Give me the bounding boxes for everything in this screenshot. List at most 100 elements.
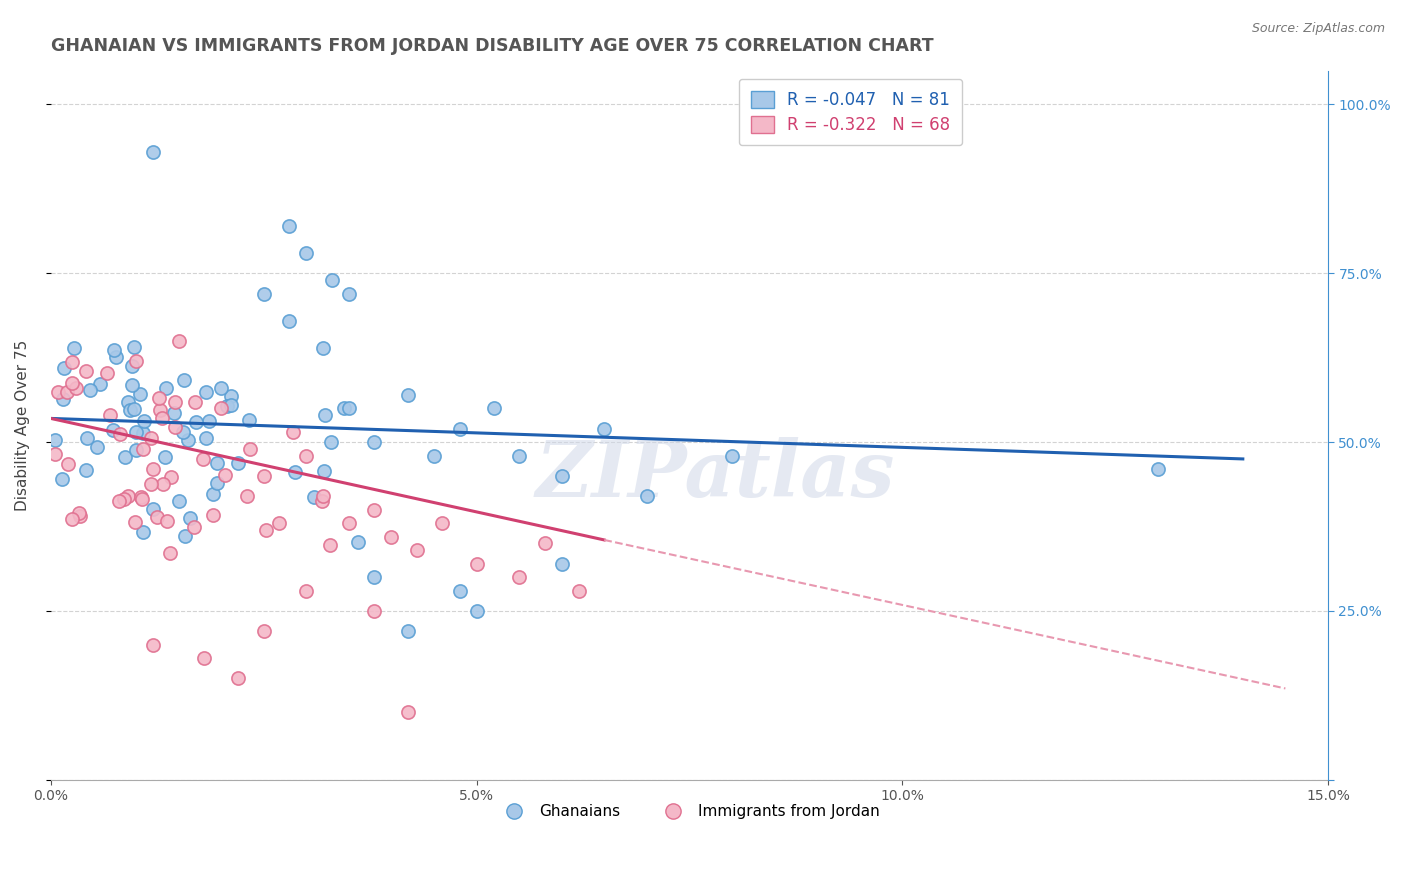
Point (76, 431, 98, 445)
Point (253, 624, 276, 638)
Point (283, 466, 305, 480)
Point (98, 409, 121, 423)
Point (312, 489, 335, 503)
Point (508, 449, 530, 463)
Point (69, 506, 91, 520)
Point (121, 377, 143, 392)
Point (568, 583, 591, 598)
Point (51, 472, 73, 486)
Point (363, 604, 385, 618)
Point (406, 543, 429, 558)
Point (184, 415, 207, 429)
Text: Source: ZipAtlas.com: Source: ZipAtlas.com (1251, 22, 1385, 36)
Point (150, 411, 173, 425)
Point (184, 395, 207, 409)
Point (226, 671, 249, 685)
Point (176, 433, 198, 447)
Point (142, 462, 165, 476)
Point (201, 508, 224, 522)
Text: ZIPatlas: ZIPatlas (536, 436, 894, 513)
Point (278, 313, 301, 327)
Point (125, 354, 148, 368)
Point (314, 408, 336, 422)
Point (56, 458, 79, 472)
Point (482, 401, 505, 416)
Point (112, 491, 135, 506)
Point (124, 515, 146, 529)
Point (226, 456, 249, 470)
Point (149, 403, 172, 417)
Point (104, 350, 127, 364)
Point (238, 413, 260, 427)
Point (346, 535, 368, 549)
Point (319, 538, 342, 552)
Point (167, 493, 190, 508)
Point (122, 401, 145, 416)
Point (131, 442, 153, 456)
Point (221, 388, 243, 402)
Point (167, 334, 190, 348)
Point (183, 520, 205, 534)
Point (449, 583, 471, 598)
Point (172, 425, 194, 439)
Point (550, 557, 572, 571)
Point (131, 491, 153, 506)
Point (120, 402, 142, 417)
Point (52, 392, 75, 406)
Point (156, 514, 179, 528)
Point (139, 431, 162, 445)
Point (173, 373, 195, 387)
Point (533, 536, 555, 550)
Point (215, 399, 238, 413)
Point (194, 431, 217, 445)
Point (396, 705, 419, 719)
Point (295, 246, 318, 260)
Point (142, 502, 165, 516)
Point (125, 425, 148, 439)
Point (239, 442, 262, 457)
Point (321, 273, 343, 287)
Point (44, 447, 66, 461)
Point (121, 359, 143, 374)
Point (62, 341, 84, 355)
Point (114, 450, 136, 464)
Point (79, 383, 101, 397)
Point (148, 391, 170, 405)
Point (465, 604, 488, 618)
Point (174, 529, 197, 543)
Point (253, 468, 276, 483)
Point (134, 414, 156, 428)
Point (198, 414, 221, 428)
Point (636, 489, 658, 503)
Point (132, 524, 155, 539)
Point (209, 401, 232, 416)
Point (145, 510, 167, 524)
Point (449, 421, 471, 435)
Point (363, 502, 385, 516)
Point (333, 401, 356, 416)
Legend: Ghanaians, Immigrants from Jordan: Ghanaians, Immigrants from Jordan (494, 798, 886, 825)
Point (396, 624, 419, 638)
Text: GHANAIAN VS IMMIGRANTS FROM JORDAN DISABILITY AGE OVER 75 CORRELATION CHART: GHANAIAN VS IMMIGRANTS FROM JORDAN DISAB… (51, 37, 934, 55)
Point (103, 343, 125, 357)
Point (219, 398, 242, 412)
Point (281, 425, 304, 439)
Point (131, 426, 153, 441)
Y-axis label: Disability Age Over 75: Disability Age Over 75 (15, 340, 30, 511)
Point (465, 557, 488, 571)
Point (312, 341, 335, 355)
Point (423, 449, 446, 463)
Point (214, 468, 236, 483)
Point (278, 219, 301, 233)
Point (101, 423, 124, 437)
Point (159, 546, 181, 560)
Point (160, 470, 183, 484)
Point (319, 435, 342, 450)
Point (108, 427, 131, 442)
Point (179, 511, 201, 525)
Point (142, 145, 165, 159)
Point (193, 651, 215, 665)
Point (194, 385, 217, 400)
Point (152, 477, 174, 491)
Point (165, 420, 187, 434)
